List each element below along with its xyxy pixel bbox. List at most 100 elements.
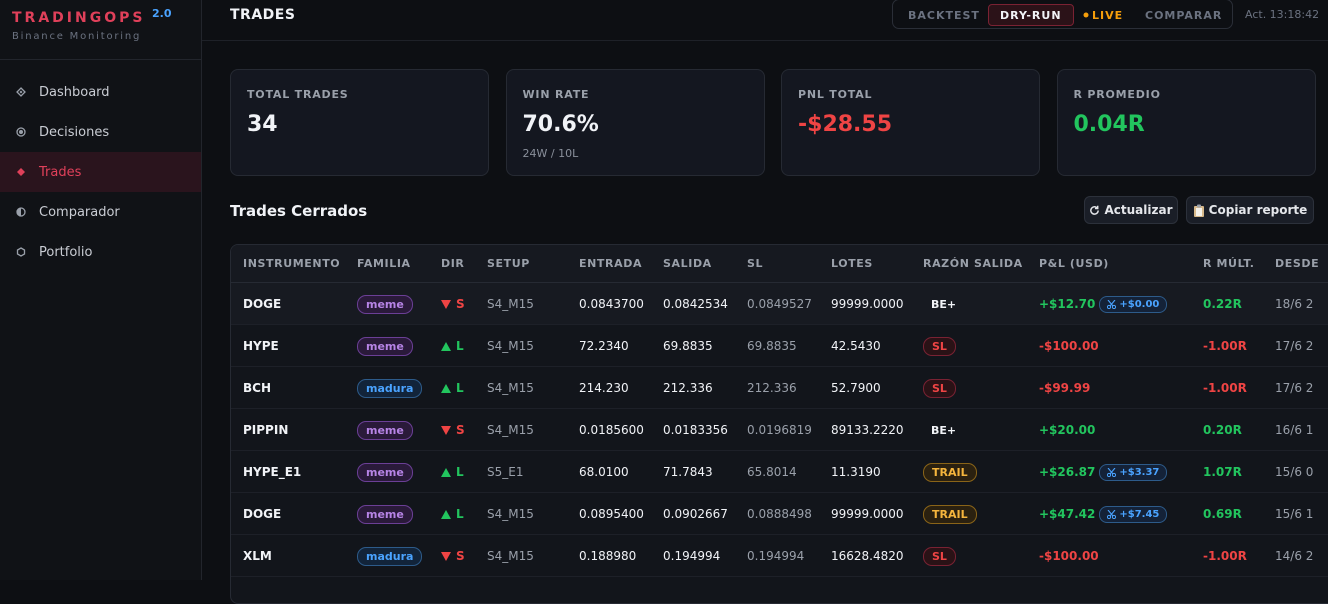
mode-button[interactable]: BACKTEST xyxy=(897,4,991,26)
nav-label: Portfolio xyxy=(39,244,93,260)
lots: 16628.4820 xyxy=(831,549,904,563)
nav-item[interactable]: Dashboard xyxy=(0,72,201,112)
direction-arrow xyxy=(441,341,451,351)
cell: HYPE xyxy=(243,325,279,367)
table-row: PIPPIN meme S S4_M15 0.0185600 0.0183356 0.019… xyxy=(231,409,1328,451)
nav-label: Decisiones xyxy=(39,124,110,140)
cell: 89133.2220 xyxy=(831,409,904,451)
cell: SL xyxy=(923,325,956,367)
cell: 42.5430 xyxy=(831,325,881,367)
instrument: XLM xyxy=(243,549,272,563)
direction-arrow xyxy=(441,425,451,435)
section-title: Trades Cerrados xyxy=(230,202,368,220)
r-multiple: -1.00R xyxy=(1203,549,1247,563)
cell: 52.7900 xyxy=(831,367,881,409)
nav-item[interactable]: Portfolio xyxy=(0,232,201,272)
cell: meme xyxy=(357,451,413,493)
exit: 0.194994 xyxy=(663,549,721,563)
rebate: +$7.45 xyxy=(1119,508,1160,520)
cell: L xyxy=(441,451,464,493)
exit: 0.0902667 xyxy=(663,507,728,521)
cell: 99999.0000 xyxy=(831,283,904,325)
instrument: DOGE xyxy=(243,297,282,311)
direction: S xyxy=(456,549,465,563)
mode-button[interactable]: DRY-RUN xyxy=(988,4,1074,26)
setup: S4_M15 xyxy=(487,381,534,395)
column-header: SALIDA xyxy=(663,257,712,270)
since: 17/6 2 xyxy=(1275,339,1314,353)
cell: 65.8014 xyxy=(747,451,797,493)
since: 15/6 0 xyxy=(1275,465,1314,479)
cell: S xyxy=(441,409,465,451)
r-multiple: 0.22R xyxy=(1203,297,1242,311)
copy-button[interactable]: Copiar reporte xyxy=(1186,196,1314,224)
cell: 0.188980 xyxy=(579,535,636,577)
stop-loss: 0.0888498 xyxy=(747,507,812,521)
pnl: +$12.70 xyxy=(1039,297,1096,311)
stop-loss: 69.8835 xyxy=(747,339,797,353)
nav-item[interactable]: Comparador xyxy=(0,192,201,232)
cell: 16628.4820 xyxy=(831,535,904,577)
column-header: P&L (USD) xyxy=(1039,257,1109,270)
pnl: +$26.87 xyxy=(1039,465,1096,479)
cell: -1.00R xyxy=(1203,325,1247,367)
cell: S4_M15 xyxy=(487,325,534,367)
direction: L xyxy=(456,465,464,479)
column-header: R MÚLT. xyxy=(1203,257,1255,270)
table-header: INSTRUMENTO FAMILIA DIR SETUP ENTRADA SALIDA S… xyxy=(231,245,1328,283)
instrument: BCH xyxy=(243,381,271,395)
column-header: DESDE xyxy=(1275,257,1320,270)
family-pill: meme xyxy=(357,462,413,482)
cell: DOGE xyxy=(243,493,281,535)
cell: 71.7843 xyxy=(663,451,713,493)
cell: BCH xyxy=(243,367,271,409)
trades-table: INSTRUMENTO FAMILIA DIR SETUP ENTRADA SALIDA S… xyxy=(230,244,1328,604)
column-header: INSTRUMENTO xyxy=(243,257,341,270)
cell: 214.230 xyxy=(579,367,629,409)
refresh-button[interactable]: Actualizar xyxy=(1084,196,1178,224)
mode-button[interactable]: COMPARAR xyxy=(1134,4,1233,26)
stat-card: PNL TOTAL -$28.55 xyxy=(781,69,1040,176)
pnl: -$99.99 xyxy=(1039,381,1091,395)
rebate-badge: +$7.45 xyxy=(1099,505,1168,523)
cell: -1.00R xyxy=(1203,535,1247,577)
header: TRADES BACKTEST DRY-RUN LIVE COMPARAR Act. … xyxy=(202,0,1328,41)
direction: L xyxy=(456,339,464,353)
since: 18/6 2 xyxy=(1275,297,1314,311)
cell: TRAIL xyxy=(923,493,977,535)
divider xyxy=(0,59,201,60)
rebate-badge: +$3.37 xyxy=(1099,463,1168,481)
r-multiple: 0.20R xyxy=(1203,423,1242,437)
cell: -1.00R xyxy=(1203,367,1247,409)
nav-item[interactable]: Decisiones xyxy=(0,112,201,152)
direction: L xyxy=(456,507,464,521)
exit: 69.8835 xyxy=(663,339,713,353)
r-multiple: 1.07R xyxy=(1203,465,1242,479)
cell: -$100.00 xyxy=(1039,325,1099,367)
cell: 69.8835 xyxy=(663,325,713,367)
mode-button[interactable]: LIVE xyxy=(1072,4,1134,26)
instrument: DOGE xyxy=(243,507,282,521)
table-row: XLM madura S S4_M15 0.188980 0.194994 0.194994… xyxy=(231,535,1328,577)
entry: 0.188980 xyxy=(579,549,637,563)
column-header: RAZÓN SALIDA xyxy=(923,257,1023,270)
cell: -$99.99 xyxy=(1039,367,1090,409)
cell: +$47.42 +$7.45 xyxy=(1039,493,1168,535)
table-row: DOGE meme S S4_M15 0.0843700 0.0842534 0.08495… xyxy=(231,283,1328,325)
rebate-badge: +$0.00 xyxy=(1099,295,1168,313)
cell: 11.3190 xyxy=(831,451,881,493)
brand-name: TRADINGOPS xyxy=(12,10,146,26)
family-pill: madura xyxy=(357,546,423,566)
table-row: BCH madura L S4_M15 214.230 212.336 212.336 52.… xyxy=(231,367,1328,409)
stat-label: PNL TOTAL xyxy=(798,88,873,101)
family-pill: meme xyxy=(357,420,413,440)
cell: PIPPIN xyxy=(243,409,288,451)
cell: SL xyxy=(923,535,956,577)
cell: +$20.00 xyxy=(1039,409,1095,451)
nav-item[interactable]: Trades xyxy=(0,152,201,192)
direction: L xyxy=(456,381,464,395)
page-title: TRADES xyxy=(230,7,296,23)
direction-arrow xyxy=(441,551,451,561)
column-header: FAMILIA xyxy=(357,257,411,270)
